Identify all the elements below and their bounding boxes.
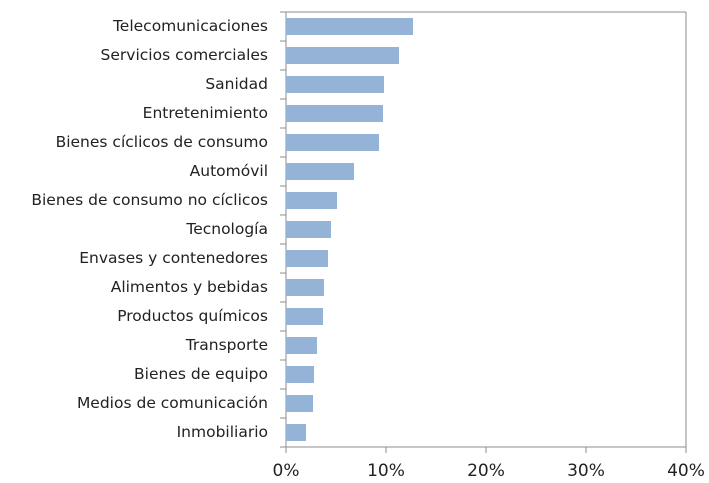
y-tick-label: Tecnología [185, 220, 268, 238]
bar [286, 192, 337, 209]
y-tick-label: Envases y contenedores [79, 249, 268, 267]
y-tick-label: Bienes cíclicos de consumo [56, 133, 268, 151]
bar [286, 308, 323, 325]
y-tick-label: Bienes de consumo no cíclicos [31, 191, 268, 209]
bar [286, 395, 313, 412]
y-tick-label: Alimentos y bebidas [111, 278, 268, 296]
bar [286, 279, 324, 296]
bar [286, 76, 384, 93]
y-tick-label: Productos químicos [117, 307, 268, 325]
bar [286, 134, 379, 151]
x-tick-label: 10% [367, 461, 405, 481]
x-tick-label: 0% [273, 461, 300, 481]
y-tick-label: Sanidad [205, 75, 268, 93]
y-tick-label: Inmobiliario [177, 423, 268, 441]
bar [286, 163, 354, 180]
y-tick-label: Servicios comerciales [101, 46, 268, 64]
bar [286, 250, 328, 267]
y-tick-label: Automóvil [190, 162, 268, 180]
bar [286, 366, 314, 383]
y-tick-label: Medios de comunicación [77, 394, 268, 412]
bar [286, 18, 413, 35]
x-tick-label: 40% [667, 461, 705, 481]
bar [286, 47, 399, 64]
y-tick-label: Telecomunicaciones [112, 17, 268, 35]
y-tick-label: Transporte [185, 336, 268, 354]
x-tick-label: 30% [567, 461, 605, 481]
y-tick-label: Bienes de equipo [134, 365, 268, 383]
bar [286, 337, 317, 354]
bar [286, 221, 331, 238]
x-tick-label: 20% [467, 461, 505, 481]
bar [286, 105, 383, 122]
y-tick-label: Entretenimiento [143, 104, 268, 122]
bar [286, 424, 306, 441]
